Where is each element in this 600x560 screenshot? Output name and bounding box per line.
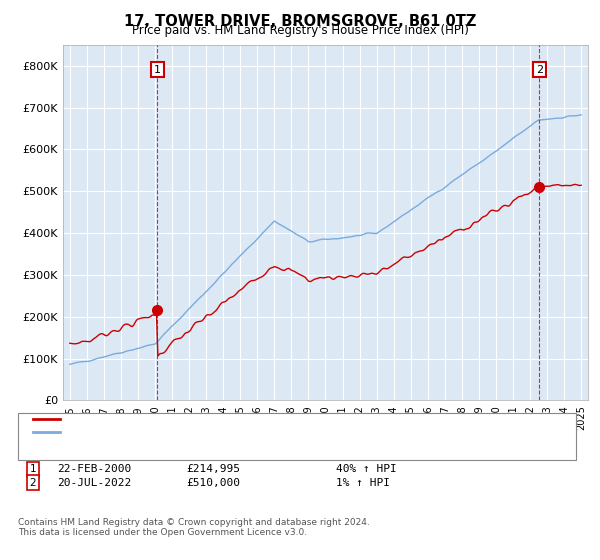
Text: 17, TOWER DRIVE, BROMSGROVE, B61 0TZ (detached house): 17, TOWER DRIVE, BROMSGROVE, B61 0TZ (de… [69, 414, 389, 424]
Text: 40% ↑ HPI: 40% ↑ HPI [336, 464, 397, 474]
Text: £510,000: £510,000 [186, 478, 240, 488]
Text: 1% ↑ HPI: 1% ↑ HPI [336, 478, 390, 488]
Text: £214,995: £214,995 [186, 464, 240, 474]
Text: 17, TOWER DRIVE, BROMSGROVE, B61 0TZ: 17, TOWER DRIVE, BROMSGROVE, B61 0TZ [124, 14, 476, 29]
Text: HPI: Average price, detached house, Bromsgrove: HPI: Average price, detached house, Brom… [69, 427, 325, 437]
Text: 2: 2 [29, 478, 37, 488]
Text: 2: 2 [536, 65, 543, 74]
Text: Contains HM Land Registry data © Crown copyright and database right 2024.
This d: Contains HM Land Registry data © Crown c… [18, 518, 370, 538]
Text: 1: 1 [154, 65, 161, 74]
Text: 20-JUL-2022: 20-JUL-2022 [57, 478, 131, 488]
Text: 22-FEB-2000: 22-FEB-2000 [57, 464, 131, 474]
Text: Price paid vs. HM Land Registry's House Price Index (HPI): Price paid vs. HM Land Registry's House … [131, 24, 469, 36]
Text: 1: 1 [29, 464, 37, 474]
